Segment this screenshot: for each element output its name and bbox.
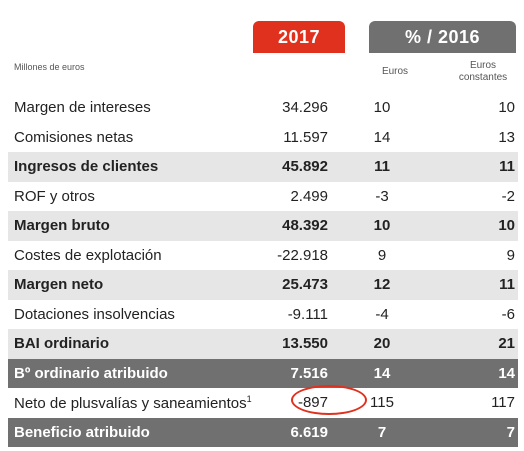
table-row-subtotal: BAI ordinario 13.550 20 21 [8, 329, 518, 359]
table-row-subtotal: Ingresos de clientes 45.892 11 11 [8, 152, 518, 182]
subheader-euros-constantes: Euros constantes [448, 60, 518, 84]
row-label: Bº ordinario atribuido [14, 364, 168, 382]
row-label: Margen de intereses [14, 99, 151, 117]
row-pct-constantes: 7 [506, 423, 515, 441]
row-value-2017: 13.550 [282, 335, 328, 353]
table-row-total: Beneficio atribuido 6.619 7 7 [8, 417, 518, 447]
subheader-euros: Euros [381, 66, 409, 77]
table-row: Dotaciones insolvencias -9.111 -4 -6 [8, 300, 518, 330]
row-value-2017: 11.597 [283, 128, 328, 146]
row-pct-constantes: -6 [501, 305, 515, 323]
row-label: Comisiones netas [14, 128, 134, 146]
row-label: Beneficio atribuido [14, 423, 150, 441]
row-pct-constantes: 10 [498, 99, 515, 117]
row-pct-constantes: 11 [499, 276, 515, 294]
row-label: Neto de plusvalías y saneamientos1 [8, 394, 518, 412]
row-pct-euros: 20 [373, 335, 391, 353]
row-label: Ingresos de clientes [14, 158, 159, 176]
row-value-2017: 2.499 [290, 187, 328, 205]
row-label: ROF y otros [14, 187, 95, 205]
row-pct-euros: 7 [377, 423, 387, 441]
table-row-subtotal: Margen neto 25.473 12 11 [8, 270, 518, 300]
row-pct-euros: 10 [373, 99, 391, 117]
units-label: Millones de euros [14, 62, 85, 72]
row-pct-constantes: 13 [498, 128, 515, 146]
table-row: ROF y otros 2.499 -3 -2 [8, 182, 518, 212]
subheader-euros-constantes-line2: constantes [458, 72, 508, 83]
row-pct-euros: -3 [375, 187, 389, 205]
row-pct-constantes: 9 [506, 246, 515, 264]
row-pct-euros: 11 [374, 158, 390, 176]
highlight-circle-annotation [291, 385, 367, 415]
table-row: Neto de plusvalías y saneamientos1 -897 … [8, 388, 518, 418]
row-label: Dotaciones insolvencias [14, 305, 175, 323]
table-row: Costes de explotación -22.918 9 9 [8, 241, 518, 271]
table-row-subtotal: Margen bruto 48.392 10 10 [8, 211, 518, 241]
row-pct-constantes: 10 [498, 217, 515, 235]
row-pct-euros: 14 [373, 128, 391, 146]
subheader-euros-constantes-line1: Euros [469, 60, 497, 71]
row-pct-euros: 115 [370, 394, 394, 412]
table-row: Comisiones netas 11.597 14 13 [8, 123, 518, 153]
row-value-2017: 25.473 [282, 276, 328, 294]
row-value-2017: 45.892 [282, 158, 328, 176]
row-value-2017: -9.111 [287, 305, 328, 323]
row-pct-constantes: 21 [498, 335, 515, 353]
row-pct-constantes: -2 [501, 187, 515, 205]
row-pct-constantes: 11 [499, 158, 515, 176]
table-row: Margen de intereses 34.296 10 10 [8, 93, 518, 123]
year-2017-header: 2017 [253, 21, 345, 53]
row-pct-constantes: 117 [491, 394, 515, 412]
row-label-text: Neto de plusvalías y saneamientos [14, 394, 247, 412]
row-value-2017: 34.296 [282, 99, 328, 117]
income-statement-table: Margen de intereses 34.296 10 10 Comisio… [8, 93, 518, 447]
row-pct-euros: -4 [375, 305, 389, 323]
footnote-marker: 1 [246, 393, 252, 404]
row-pct-constantes: 14 [498, 364, 515, 382]
row-label: BAI ordinario [14, 335, 110, 353]
row-value-2017: 7.516 [290, 364, 328, 382]
row-label: Margen neto [14, 276, 104, 294]
row-pct-euros: 9 [377, 246, 387, 264]
row-pct-euros: 12 [373, 276, 391, 294]
table-row-highlight: Bº ordinario atribuido 7.516 14 14 [8, 358, 518, 388]
row-label: Costes de explotación [14, 246, 162, 264]
row-value-2017: 48.392 [282, 217, 328, 235]
row-value-2017: 6.619 [290, 423, 328, 441]
row-pct-euros: 14 [373, 364, 391, 382]
row-pct-euros: 10 [373, 217, 391, 235]
row-label: Margen bruto [14, 217, 110, 235]
row-value-2017: -22.918 [277, 246, 328, 264]
comparison-header: % / 2016 [369, 21, 516, 53]
